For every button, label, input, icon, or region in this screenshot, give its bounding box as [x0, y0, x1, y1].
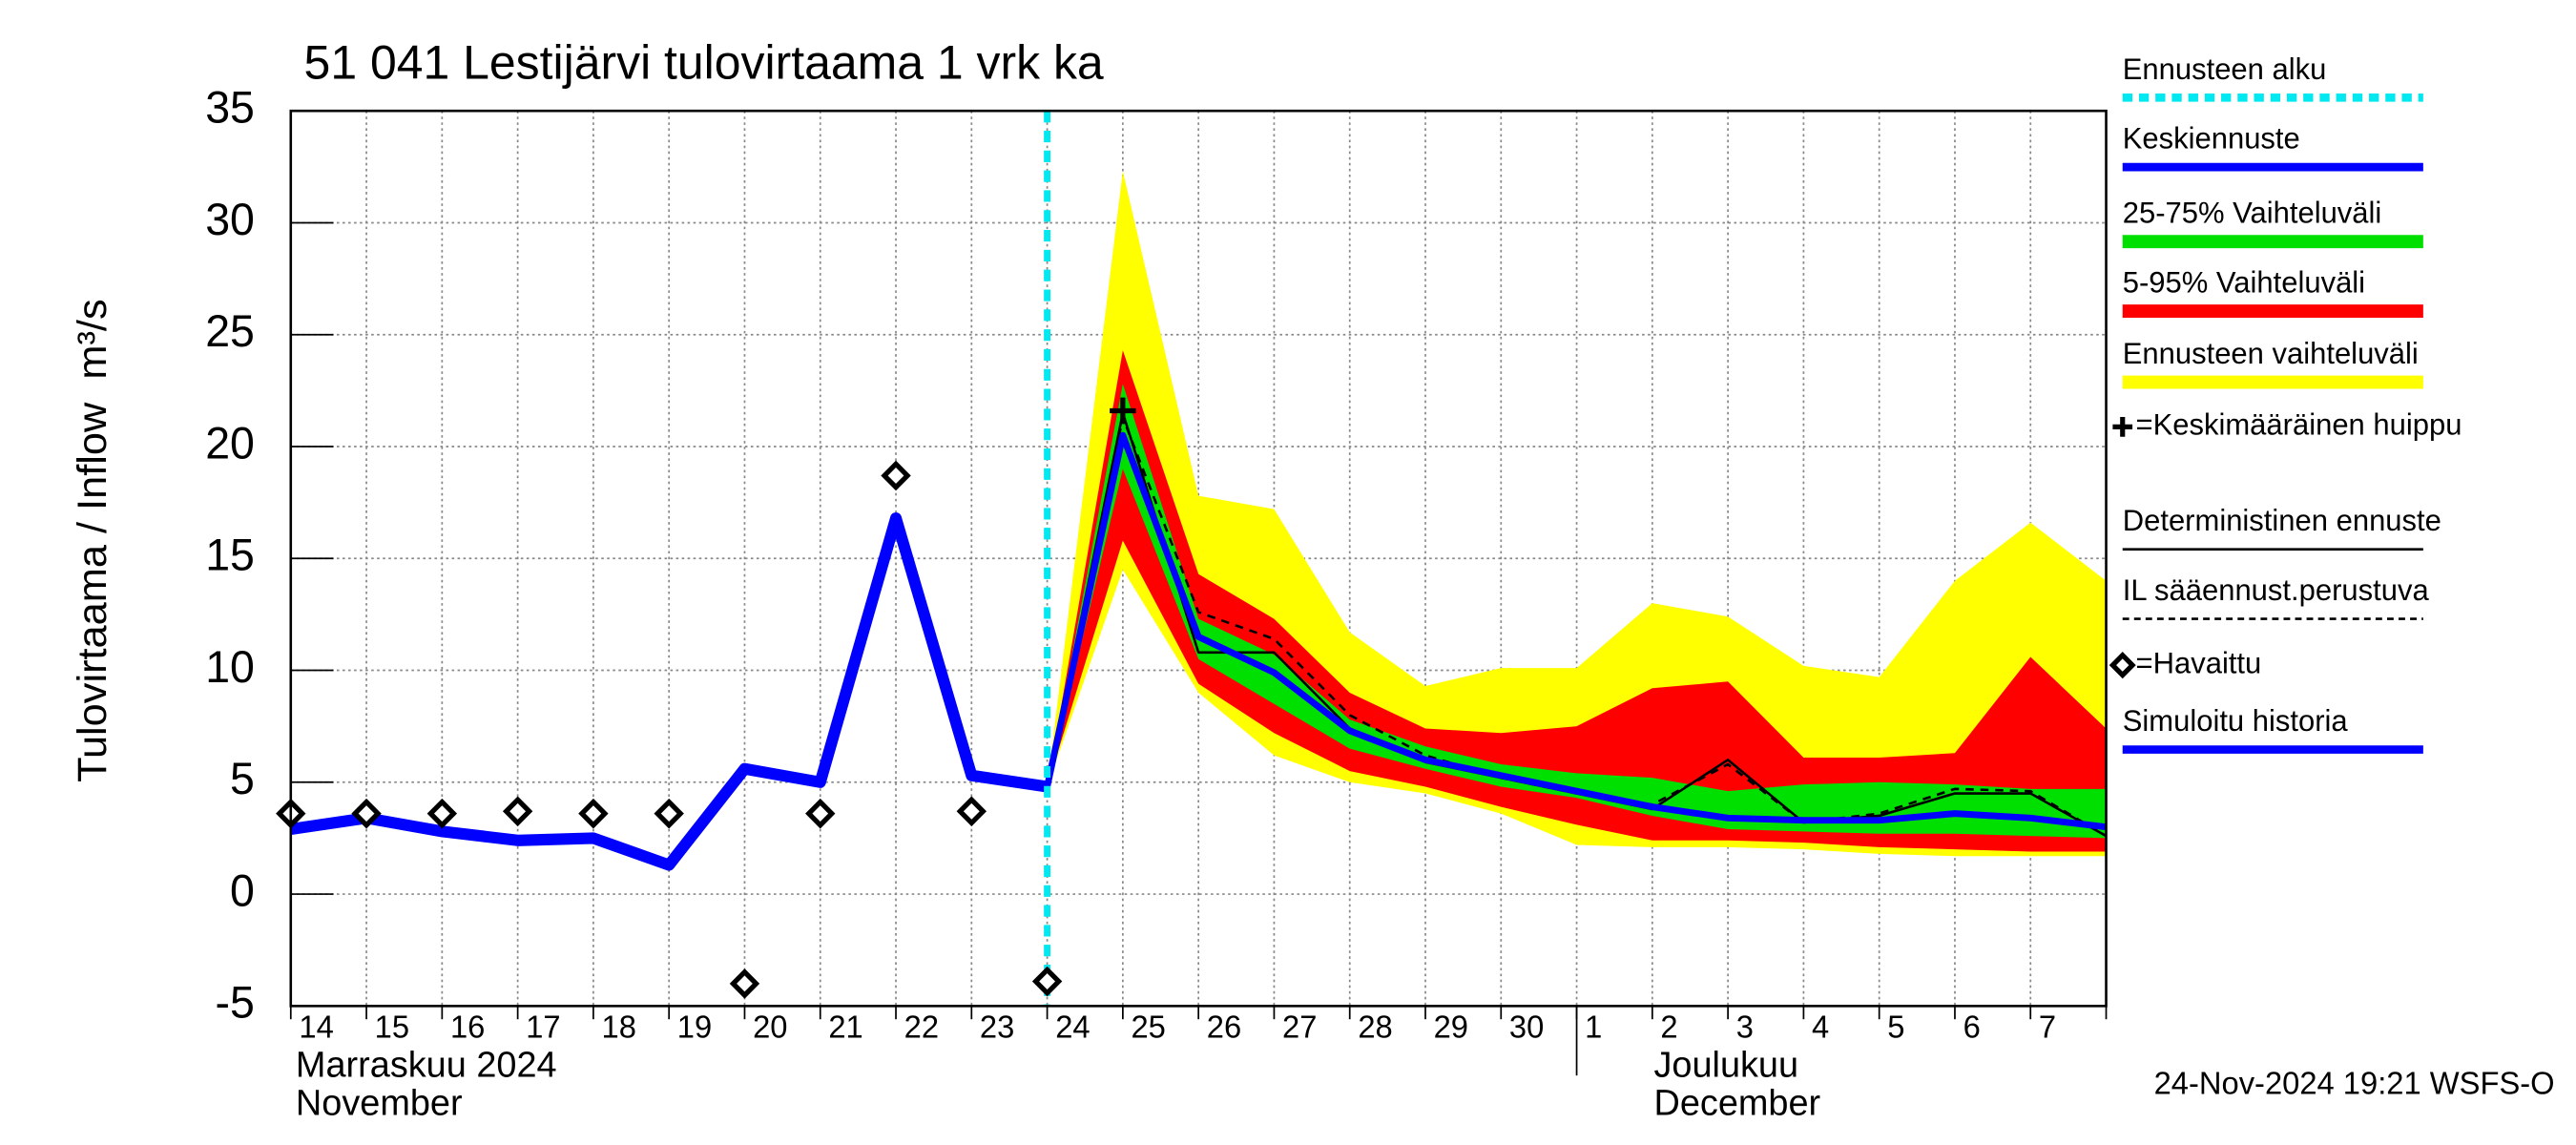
- y-tick-label: 25: [205, 306, 255, 356]
- band: [1047, 384, 2107, 839]
- y-tick-label: 15: [205, 530, 255, 579]
- line: [289, 511, 1049, 871]
- x-tick-label: 25: [1131, 1009, 1165, 1044]
- legend-label: Ennusteen vaihteluväli: [2123, 337, 2419, 370]
- x-tick-label: 15: [375, 1009, 409, 1044]
- month-label-en: December: [1653, 1083, 1820, 1123]
- y-tick-label: 20: [205, 418, 255, 468]
- month-label-fi: Joulukuu: [1653, 1045, 1798, 1085]
- legend-marker: [2109, 652, 2136, 679]
- observed-marker: [578, 798, 609, 829]
- legend-label: Deterministinen ennuste: [2123, 504, 2441, 537]
- legend-peak: [2112, 416, 2133, 437]
- observed-marker: [502, 796, 533, 827]
- y-axis-unit: m³/s: [70, 299, 115, 379]
- x-tick-label: 2: [1660, 1009, 1677, 1044]
- observed-marker: [729, 968, 760, 999]
- x-tick-label: 28: [1358, 1009, 1392, 1044]
- legend-label: Keskiennuste: [2123, 122, 2300, 156]
- timestamp: 24-Nov-2024 19:21 WSFS-O: [2154, 1065, 2555, 1100]
- plot-frame: [289, 109, 2108, 1008]
- x-tick-label: 18: [602, 1009, 636, 1044]
- observed-marker: [351, 798, 382, 829]
- x-tick-label: 3: [1736, 1009, 1754, 1044]
- x-tick-label: 23: [980, 1009, 1014, 1044]
- y-tick-label: -5: [216, 978, 255, 1028]
- month-label-fi: Marraskuu 2024: [296, 1045, 557, 1085]
- x-tick-label: 19: [677, 1009, 712, 1044]
- observed-marker: [881, 460, 911, 491]
- x-tick-label: 27: [1282, 1009, 1317, 1044]
- x-tick-label: 22: [904, 1009, 939, 1044]
- y-tick-label: 0: [230, 865, 255, 915]
- y-tick-label: 10: [205, 642, 255, 692]
- chart-title: 51 041 Lestijärvi tulovirtaama 1 vrk ka: [304, 35, 1104, 89]
- y-tick-label: 35: [205, 82, 255, 132]
- line: [1044, 431, 2107, 831]
- x-tick-label: 17: [526, 1009, 560, 1044]
- legend-label: 25-75% Vaihteluväli: [2123, 197, 2382, 230]
- y-tick-label: 5: [230, 754, 255, 803]
- x-tick-label: 24: [1055, 1009, 1090, 1044]
- y-tick-label: 30: [205, 195, 255, 244]
- legend-label: Simuloitu historia: [2123, 704, 2349, 738]
- observed-marker: [654, 798, 684, 829]
- x-tick-label: 30: [1509, 1009, 1544, 1044]
- legend-label: =Keskimääräinen huippu: [2136, 408, 2462, 442]
- observed-marker: [1031, 966, 1063, 997]
- observed-marker: [426, 798, 458, 829]
- legend-label: Ennusteen alku: [2123, 52, 2327, 86]
- x-tick-label: 21: [828, 1009, 862, 1044]
- x-tick-label: 20: [753, 1009, 787, 1044]
- y-axis-label: Tulovirtaama / Inflow: [70, 402, 115, 782]
- x-tick-label: 4: [1812, 1009, 1829, 1044]
- legend-label: 5-95% Vaihteluväli: [2123, 265, 2365, 299]
- x-tick-label: 1: [1585, 1009, 1602, 1044]
- observed-marker: [805, 798, 836, 829]
- peak-marker: [1110, 397, 1136, 425]
- x-tick-label: 5: [1887, 1009, 1904, 1044]
- month-label-en: November: [296, 1083, 463, 1123]
- x-tick-label: 7: [2039, 1009, 2056, 1044]
- x-tick-label: 16: [450, 1009, 485, 1044]
- x-tick-label: 29: [1434, 1009, 1468, 1044]
- legend-label: =Havaittu: [2136, 646, 2262, 679]
- x-tick-label: 26: [1207, 1009, 1241, 1044]
- x-tick-label: 14: [299, 1009, 333, 1044]
- legend-label: IL sääennust.perustuva: [2123, 573, 2430, 607]
- x-tick-label: 6: [1963, 1009, 1981, 1044]
- observed-marker: [956, 796, 987, 827]
